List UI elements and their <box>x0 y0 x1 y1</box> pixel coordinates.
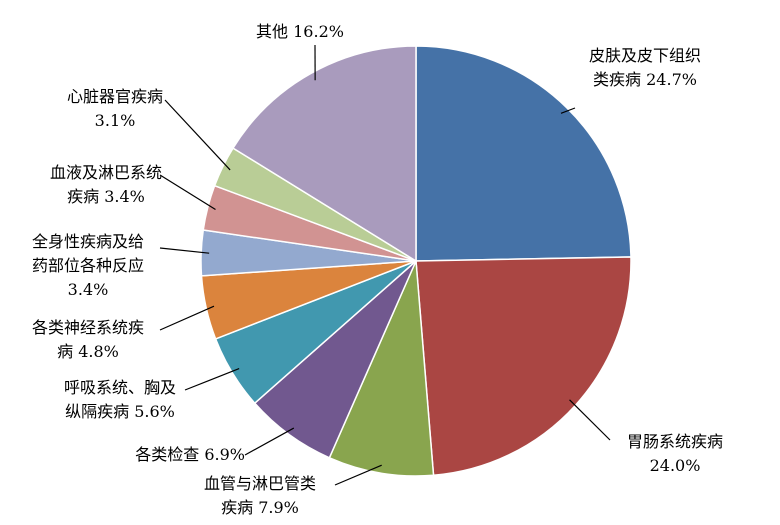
pie-slice-9 <box>232 45 417 263</box>
leader-line-1 <box>569 399 611 441</box>
label-blood-disease: 血液及淋巴系统 疾病 3.4% <box>49 163 162 206</box>
leader-line-4 <box>184 368 240 391</box>
leader-line-8 <box>164 99 231 171</box>
label-cardiac-disease: 心脏器官疾病 3.1% <box>66 87 163 130</box>
label-other: 其他 16.2% <box>256 22 344 41</box>
label-gastro-disease: 胃肠系统疾病 24.0% <box>626 432 723 475</box>
label-skin-disease: 皮肤及皮下组织 类疾病 24.7% <box>588 46 701 89</box>
leader-line-2 <box>334 464 382 486</box>
leader-line-7 <box>159 174 216 211</box>
label-neuro-disease: 各类神经系统疾 病 4.8% <box>31 318 144 361</box>
pie-slice-0 <box>415 45 632 262</box>
leader-line-0 <box>560 107 576 114</box>
label-respiratory-disease: 呼吸系统、胸及 纵隔疾病 5.6% <box>63 378 176 421</box>
leader-line-5 <box>159 305 215 331</box>
leader-line-6 <box>159 247 210 254</box>
leader-line-3 <box>244 427 295 456</box>
label-examinations: 各类检查 6.9% <box>135 445 245 464</box>
label-systemic-disease: 全身性疾病及给 药部位各种反应 3.4% <box>31 232 144 299</box>
pie-slice-2 <box>328 260 435 477</box>
label-vascular-disease: 血管与淋巴管类 疾病 7.9% <box>203 474 316 517</box>
